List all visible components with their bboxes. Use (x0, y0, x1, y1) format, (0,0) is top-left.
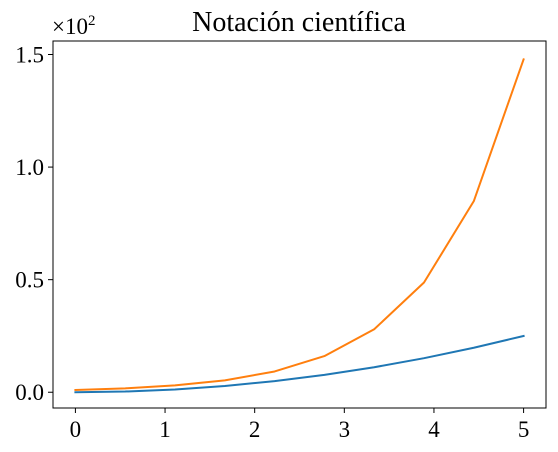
axes-layer: 0 1 2 3 4 5 0.0 0.5 1.0 1.5 (15, 40, 547, 442)
chart-title: Notación científica (192, 7, 406, 38)
x-tick-label: 5 (518, 417, 530, 442)
series-line-2 (74, 58, 525, 392)
plot-frame (52, 40, 547, 409)
x-tick-label: 3 (339, 417, 351, 442)
x-tick-label: 0 (70, 417, 82, 442)
y-tick-label: 0.5 (15, 268, 44, 293)
x-tick-label: 1 (159, 417, 171, 442)
y-axis-offset-text: ×102 (52, 13, 95, 39)
y-tick-label: 1.5 (15, 43, 44, 68)
y-tick-label: 0.0 (15, 380, 44, 405)
series-line-1 (74, 334, 525, 394)
series-layer (74, 58, 525, 394)
y-tick-label: 1.0 (15, 155, 44, 180)
x-tick-label: 4 (428, 417, 440, 442)
x-tick-label: 2 (249, 417, 261, 442)
